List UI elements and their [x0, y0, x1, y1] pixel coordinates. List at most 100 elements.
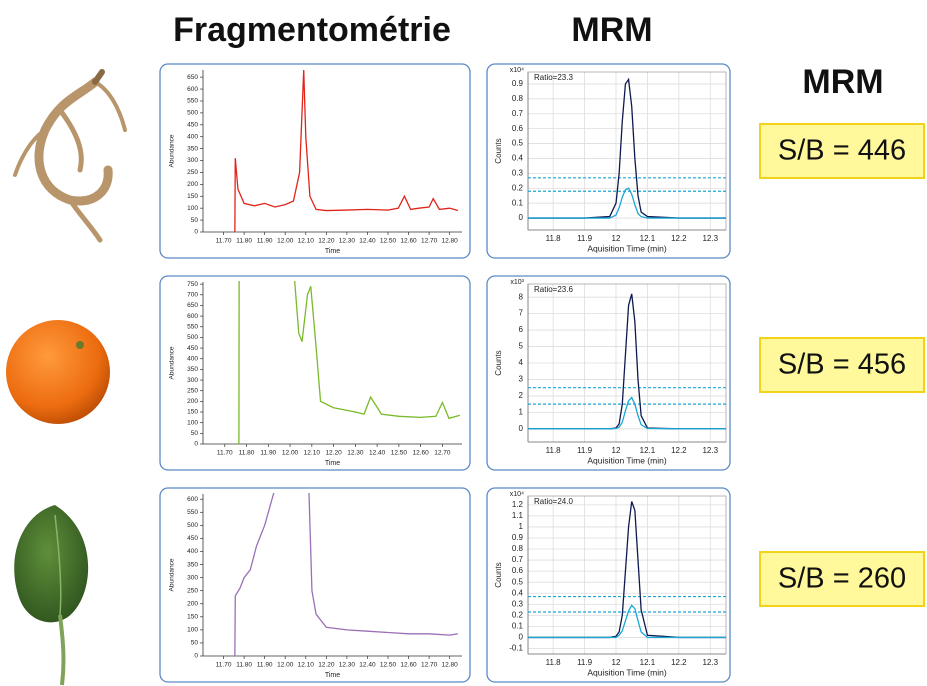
- x-tick-label: 12.00: [277, 238, 294, 245]
- annotation: Ratio=23.6: [534, 285, 573, 294]
- y-tick-label: 500: [187, 110, 198, 117]
- y-tick-label: 700: [187, 292, 198, 299]
- x-tick-label: 12.00: [277, 662, 294, 669]
- x-tick-label: 12.50: [391, 450, 408, 457]
- y-tick-label: 250: [187, 587, 198, 594]
- y-tick-label: 1: [519, 522, 524, 531]
- heading: MRM: [802, 63, 883, 101]
- x-tick-label: 12.40: [359, 238, 376, 245]
- y-tick-label: 0.2: [512, 610, 524, 619]
- heading: Fragmentométrie: [173, 11, 451, 49]
- y-tick-label: 150: [187, 614, 198, 621]
- x-tick-label: 12.20: [325, 450, 342, 457]
- y-tick-label: 1.1: [512, 511, 524, 520]
- y-tick-label: 550: [187, 323, 198, 330]
- y-tick-label: 0.1: [512, 621, 524, 630]
- ginseng-image: [15, 72, 125, 240]
- y-tick-label: 0.2: [512, 183, 524, 192]
- y-tick-label: 8: [519, 292, 524, 301]
- y-tick-label: 5: [519, 342, 524, 351]
- chart-panel: [487, 488, 730, 682]
- chart: 05010015020025030035040045050055060011.7…: [160, 488, 470, 682]
- x-tick-label: 12.2: [671, 446, 687, 455]
- sb-box: S/B = 260: [760, 552, 924, 606]
- x-axis-label: Aquisition Time (min): [587, 455, 667, 465]
- x-tick-label: 12.70: [434, 450, 451, 457]
- x-tick-label: 12.40: [369, 450, 386, 457]
- orange-image: [6, 320, 110, 424]
- x-tick-label: 12.50: [380, 238, 397, 245]
- y-tick-label: 500: [187, 334, 198, 341]
- y-tick-label: 450: [187, 122, 198, 129]
- x-tick-label: 12.50: [380, 662, 397, 669]
- y-tick-label: 200: [187, 181, 198, 188]
- y-tick-label: 0: [194, 653, 198, 660]
- y-tick-label: 0.4: [512, 588, 524, 597]
- y-tick-label: 100: [187, 205, 198, 212]
- y-tick-label: 400: [187, 355, 198, 362]
- chart-panel: [160, 64, 470, 258]
- chart-panel: [487, 276, 730, 470]
- y-tick-label: 350: [187, 366, 198, 373]
- x-axis-label: Time: [325, 460, 340, 467]
- x-axis-label: Time: [325, 248, 340, 255]
- chart: 0501001502002503003504004505005506006501…: [160, 64, 470, 258]
- y-tick-label: 0.5: [512, 577, 524, 586]
- y-tick-label: 750: [187, 281, 198, 288]
- x-tick-label: 12.3: [702, 234, 718, 243]
- x-tick-label: 11.90: [257, 238, 273, 245]
- y-tick-label: 0.3: [512, 599, 524, 608]
- x-tick-label: 12.00: [282, 450, 299, 457]
- x-tick-label: 12.10: [304, 450, 321, 457]
- x-tick-label: 12.80: [442, 662, 459, 669]
- y-tick-label: 4: [519, 358, 524, 367]
- y-multiplier: x10⁴: [510, 491, 524, 498]
- x-tick-label: 11.70: [216, 662, 232, 669]
- y-tick-label: 150: [187, 193, 198, 200]
- y-tick-label: 0: [194, 229, 198, 236]
- x-tick-label: 11.8: [546, 234, 562, 243]
- y-tick-label: 0: [519, 424, 524, 433]
- y-tick-label: 200: [187, 600, 198, 607]
- y-tick-label: 6: [519, 325, 524, 334]
- y-tick-label: 1: [519, 407, 524, 416]
- chart: 0501001502002503003504004505005506006507…: [160, 276, 470, 470]
- y-tick-label: 3: [519, 375, 524, 384]
- x-tick-label: 11.9: [577, 446, 593, 455]
- y-tick-label: 1.2: [512, 500, 524, 509]
- x-tick-label: 11.70: [217, 450, 233, 457]
- y-tick-label: 2: [519, 391, 524, 400]
- y-tick-label: 650: [187, 302, 198, 309]
- y-tick-label: 0: [194, 441, 198, 448]
- y-tick-label: 0.5: [512, 139, 524, 148]
- y-tick-label: 350: [187, 145, 198, 152]
- x-tick-label: 11.90: [257, 662, 273, 669]
- figure: Fragmentométrie MRM MRM S/B = 446 S/B = …: [0, 0, 927, 686]
- x-tick-label: 12.70: [421, 238, 438, 245]
- x-tick-label: 12.3: [702, 658, 718, 667]
- x-tick-label: 12.10: [298, 662, 315, 669]
- x-tick-label: 12.30: [347, 450, 364, 457]
- y-axis-label: Counts: [494, 138, 503, 163]
- y-tick-label: 500: [187, 522, 198, 529]
- y-multiplier: x10³: [510, 279, 524, 286]
- x-tick-label: 12.2: [671, 658, 687, 667]
- y-axis-label: Counts: [494, 562, 503, 587]
- y-tick-label: 600: [187, 86, 198, 93]
- y-tick-label: 300: [187, 377, 198, 384]
- y-tick-label: 400: [187, 133, 198, 140]
- y-tick-label: 50: [191, 217, 199, 224]
- y-tick-label: 0.9: [512, 79, 524, 88]
- y-tick-label: 650: [187, 74, 198, 81]
- y-tick-label: 550: [187, 509, 198, 516]
- y-tick-label: 200: [187, 398, 198, 405]
- y-tick-label: 0.3: [512, 168, 524, 177]
- x-tick-label: 12.60: [413, 450, 430, 457]
- chart-panel: [487, 64, 730, 258]
- sb-box: S/B = 446: [760, 124, 924, 178]
- y-tick-label: 400: [187, 548, 198, 555]
- y-tick-label: 0.4: [512, 154, 524, 163]
- x-tick-label: 12.1: [640, 446, 656, 455]
